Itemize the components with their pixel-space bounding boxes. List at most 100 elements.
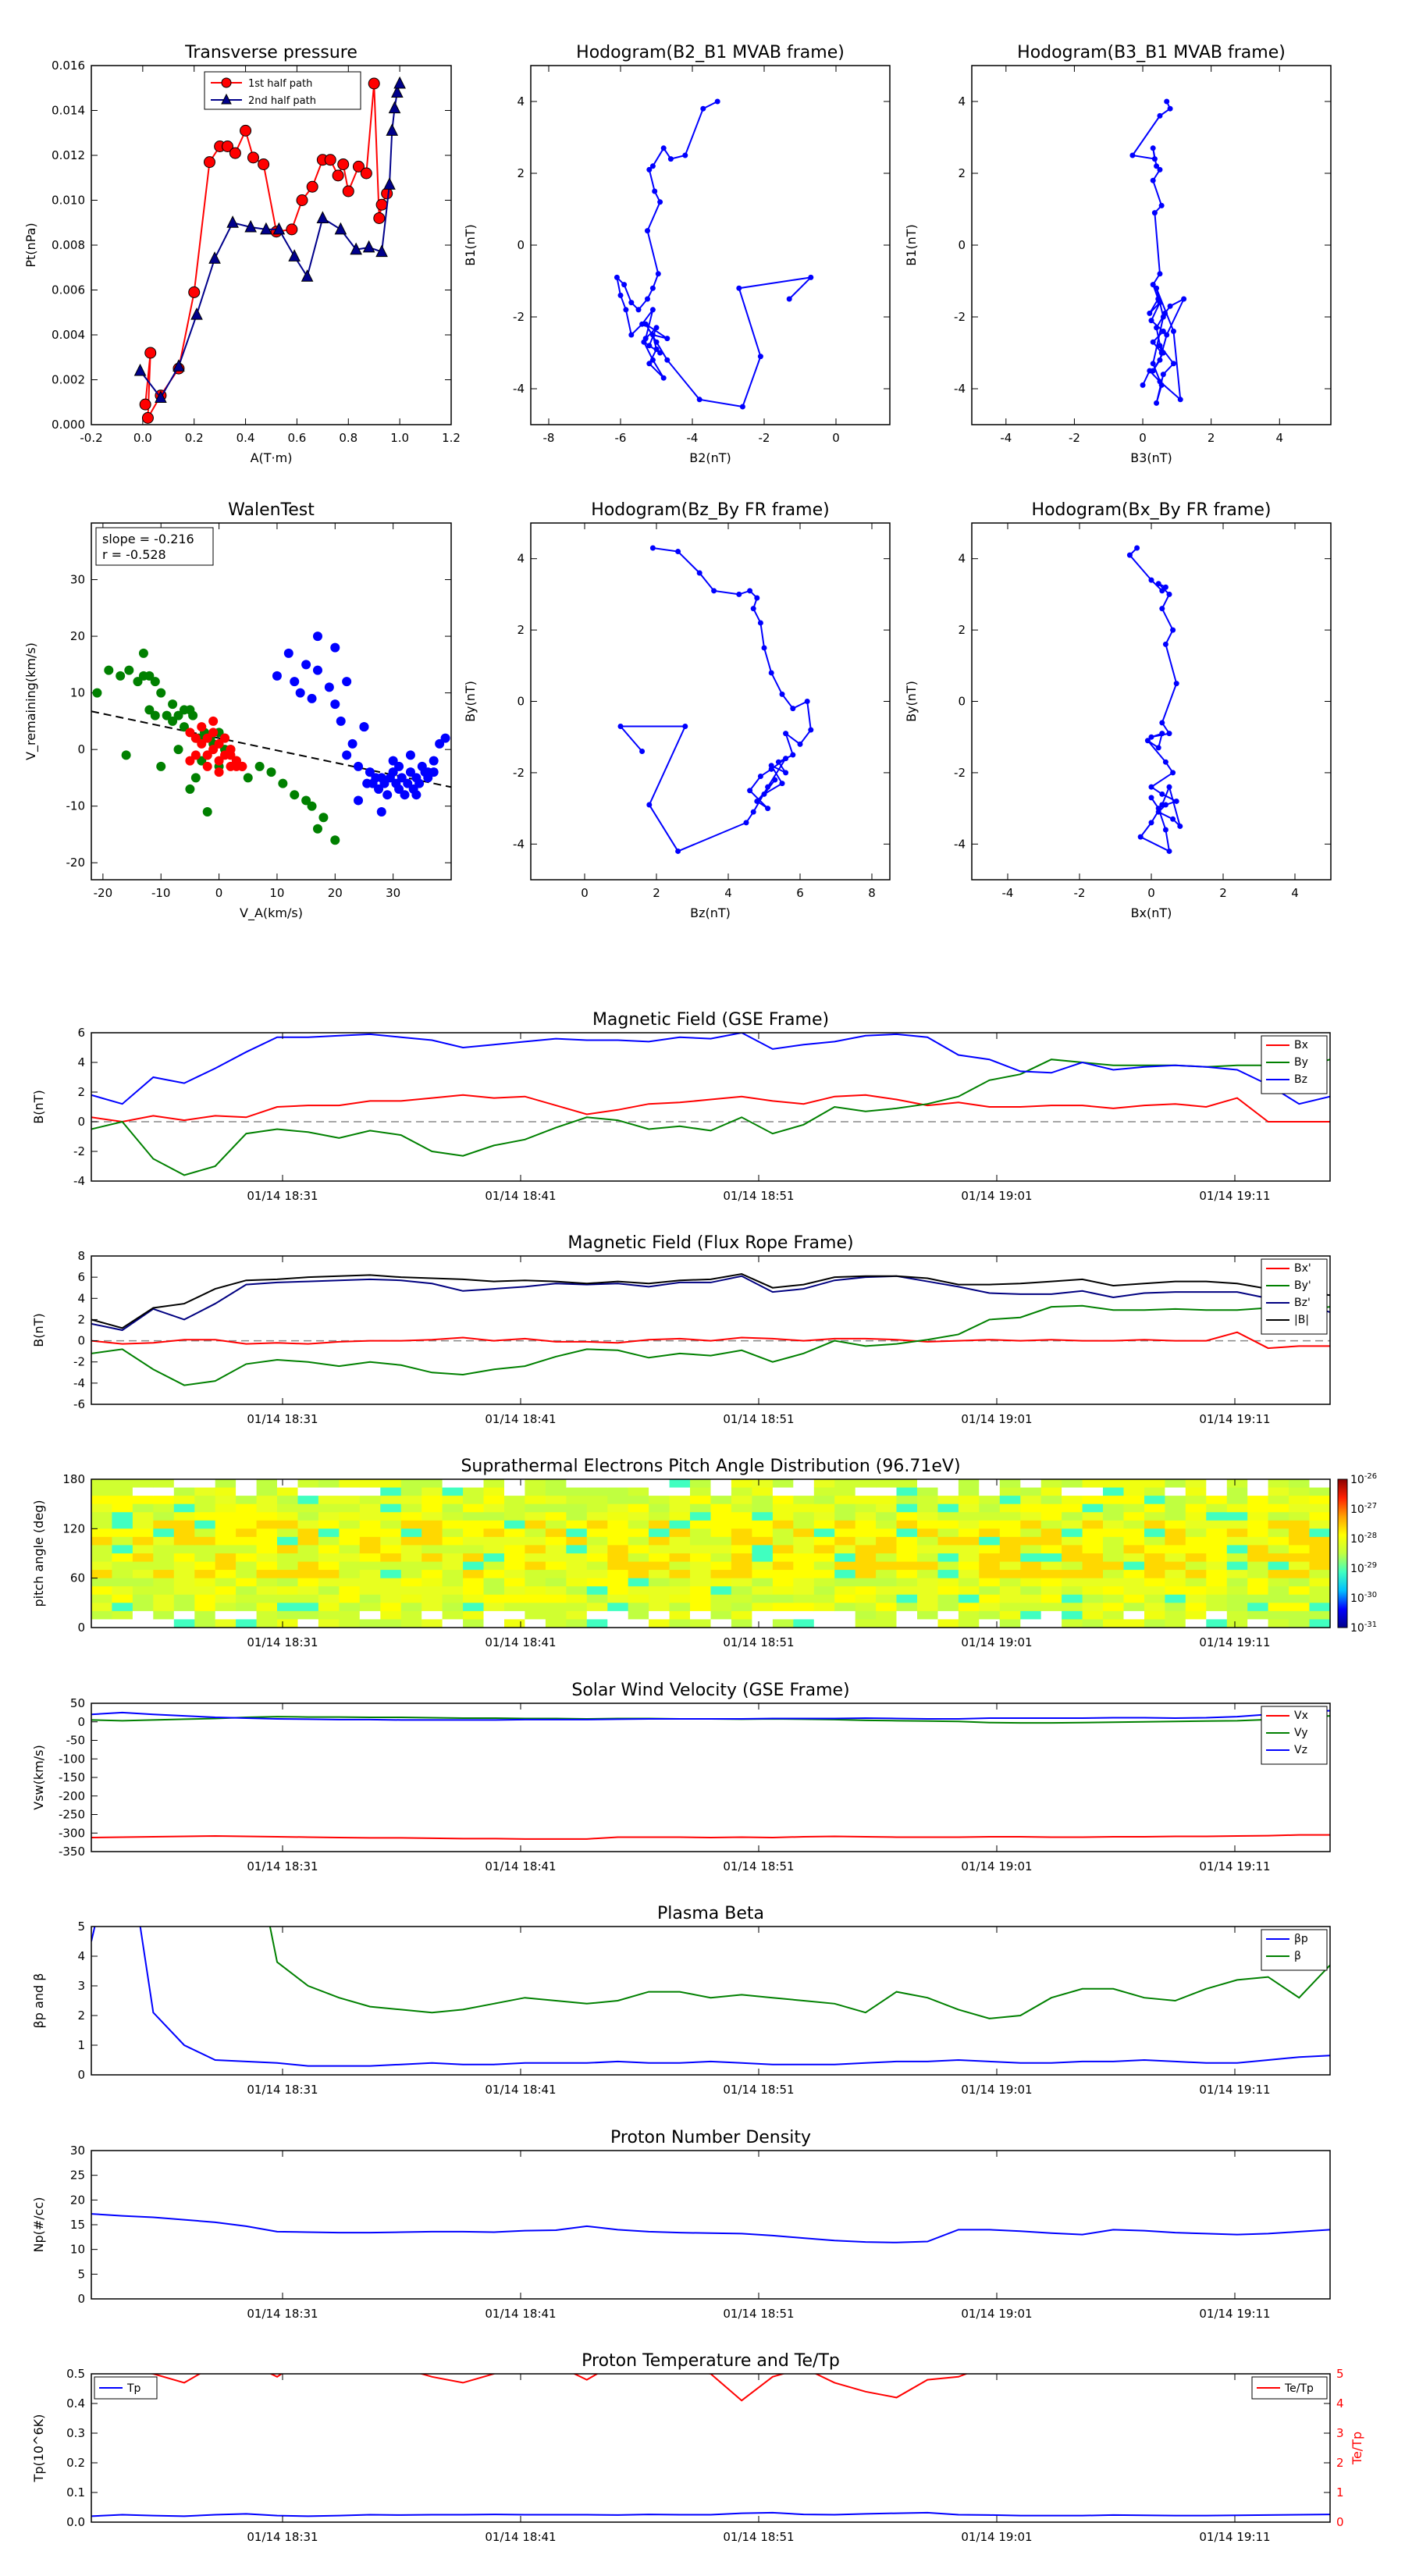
pad-cell xyxy=(1165,1619,1186,1628)
pad-cell xyxy=(917,1570,939,1579)
pad-cell xyxy=(422,1528,443,1538)
pad-cell xyxy=(442,1561,464,1571)
pad-cell xyxy=(1185,1520,1207,1529)
pad-cell xyxy=(442,1479,464,1489)
tp_temp-series-0 xyxy=(91,2511,1330,2517)
h2-point xyxy=(1154,325,1160,331)
h1-point xyxy=(649,307,656,313)
walen-point-green xyxy=(150,710,160,720)
h4-point xyxy=(1173,681,1179,687)
walen-point-red xyxy=(208,745,219,755)
walen-point-blue xyxy=(342,677,352,687)
h4-ytick-label: 4 xyxy=(958,552,966,566)
walen-point-green xyxy=(173,710,183,720)
h4-point xyxy=(1173,798,1179,804)
pad-cell xyxy=(359,1610,381,1621)
pad-cell xyxy=(422,1512,443,1521)
h4-ytick-label: -4 xyxy=(954,837,966,851)
pad-cell xyxy=(937,1528,959,1538)
np-title: Proton Number Density xyxy=(610,2128,811,2147)
h4-point xyxy=(1166,591,1172,597)
mag_fr-series-3 xyxy=(91,1273,1330,1329)
h4-xtick-label: 0 xyxy=(1147,886,1155,900)
h3-point xyxy=(790,706,796,712)
pad-cell xyxy=(256,1586,278,1596)
mag_gse-frame xyxy=(91,1032,1331,1182)
pad-cell xyxy=(1226,1536,1248,1546)
mag_gse-ytick-label: 6 xyxy=(77,1026,85,1040)
pad-cell xyxy=(999,1479,1021,1489)
pad-cell xyxy=(236,1553,258,1563)
walen-point-green xyxy=(330,835,340,845)
pad-cell xyxy=(463,1512,485,1521)
pad-cell xyxy=(1206,1619,1228,1628)
pad-cell xyxy=(525,1610,546,1621)
pad-cell xyxy=(628,1528,649,1538)
vsw-ytick-label: -200 xyxy=(59,1789,85,1803)
pad-cell xyxy=(1289,1570,1311,1579)
h4-point xyxy=(1177,823,1183,829)
pad-cell xyxy=(896,1503,918,1513)
pad-cell xyxy=(215,1578,237,1587)
pad-cell xyxy=(400,1561,422,1571)
pad-cell xyxy=(1040,1536,1062,1546)
tp-point-triangle xyxy=(316,211,329,223)
pad-cell xyxy=(731,1512,752,1521)
walen-point-blue xyxy=(376,806,386,817)
pad-cell xyxy=(463,1528,485,1538)
h4-ytick-label: 0 xyxy=(958,695,966,709)
pad-cell xyxy=(483,1578,505,1587)
h4-point xyxy=(1166,731,1172,737)
pad-cell xyxy=(112,1512,133,1521)
pad-cell xyxy=(1082,1487,1104,1496)
pad-cell xyxy=(896,1520,918,1529)
mag_fr-series-1 xyxy=(91,1304,1330,1386)
h2-point xyxy=(1154,285,1160,291)
pad-cell xyxy=(855,1610,877,1621)
pad-cell xyxy=(752,1545,774,1554)
pad-cell xyxy=(1020,1496,1042,1505)
pad-cell xyxy=(628,1610,649,1621)
pad-cell xyxy=(422,1561,443,1571)
pad-cell xyxy=(958,1512,980,1521)
h1-point xyxy=(617,292,624,298)
pad-cell xyxy=(649,1619,670,1628)
pad-cell xyxy=(277,1496,299,1505)
walen-point-red xyxy=(214,756,224,766)
h3-ytick-label: -4 xyxy=(513,837,525,851)
h2-ytick-label: 0 xyxy=(958,238,966,252)
pad-cell xyxy=(710,1545,732,1554)
pad-cell xyxy=(1165,1570,1186,1579)
vsw-frame xyxy=(91,1703,1331,1852)
h3-point xyxy=(639,748,646,754)
tp-point-triangle xyxy=(350,242,362,255)
pad-cell xyxy=(256,1619,278,1628)
tp-xtick-label: 0.6 xyxy=(287,431,306,445)
pad-cell xyxy=(649,1496,670,1505)
pad-cell xyxy=(318,1487,340,1496)
pad-cell xyxy=(628,1512,649,1521)
pad-cell xyxy=(999,1570,1021,1579)
h2-point xyxy=(1157,343,1163,349)
pad-cell xyxy=(1062,1619,1083,1628)
h2-title: Hodogram(B3_B1 MVAB frame) xyxy=(1017,43,1286,62)
pad-cell xyxy=(277,1603,299,1612)
np-ytick-label: 0 xyxy=(77,2292,85,2306)
mag_fr-ytick-label: 2 xyxy=(77,1312,85,1326)
pad-cell xyxy=(979,1545,1001,1554)
pad-cell xyxy=(1165,1496,1186,1505)
pad-cell xyxy=(173,1496,195,1505)
pad-cell xyxy=(690,1536,712,1546)
vsw-plot-area xyxy=(91,1710,1330,1840)
pad-cell xyxy=(937,1536,959,1546)
mag_gse-legend-label: Bx xyxy=(1294,1039,1308,1051)
pad-cell xyxy=(504,1520,526,1529)
mag_gse-ytick-label: 2 xyxy=(77,1085,85,1099)
pad-cell xyxy=(91,1487,113,1496)
pad-cell xyxy=(1020,1578,1042,1587)
pad-cell xyxy=(339,1603,361,1612)
pad-colorbar-tick: 10-27 xyxy=(1350,1502,1377,1516)
pad-cell xyxy=(649,1528,670,1538)
tp_temp-y2tick-label: 1 xyxy=(1336,2485,1344,2500)
h3-point xyxy=(779,691,785,697)
